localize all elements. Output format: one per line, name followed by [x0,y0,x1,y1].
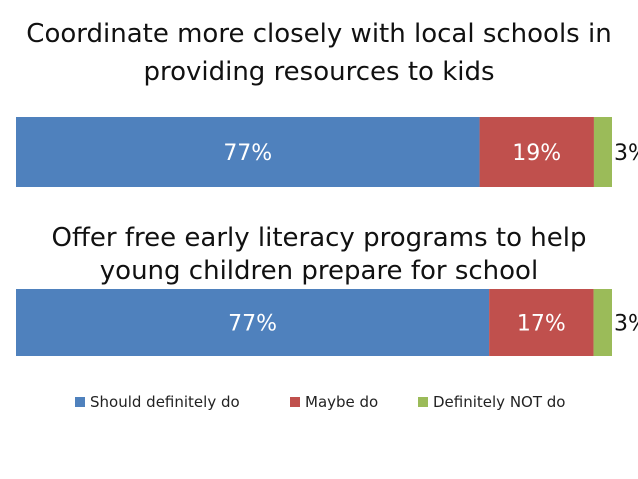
legend-entry: Maybe do [305,393,378,411]
bar-segment [593,289,612,356]
chart-title-line: Coordinate more closely with local schoo… [26,19,611,49]
legend-swatch [418,397,428,407]
legend-entry: Should definitely do [90,393,240,411]
legend-swatch [75,397,85,407]
chart-title-line: providing resources to kids [143,57,494,87]
data-label: 3% [614,312,638,337]
bar-segment [16,117,480,187]
data-label: 77% [223,141,272,166]
data-label: 17% [517,312,566,337]
bar-segment [16,289,490,356]
bar-segment [593,117,612,187]
legend-entry: Definitely NOT do [433,393,565,411]
data-label: 19% [512,141,561,166]
data-label: 3% [614,141,638,166]
data-label: 77% [228,312,277,337]
chart-title-line: Offer free early literacy programs to he… [52,223,587,253]
bar-segment [479,117,594,187]
legend-swatch [290,397,300,407]
bar-segment [489,289,594,356]
chart-title-line: young children prepare for school [100,256,538,286]
